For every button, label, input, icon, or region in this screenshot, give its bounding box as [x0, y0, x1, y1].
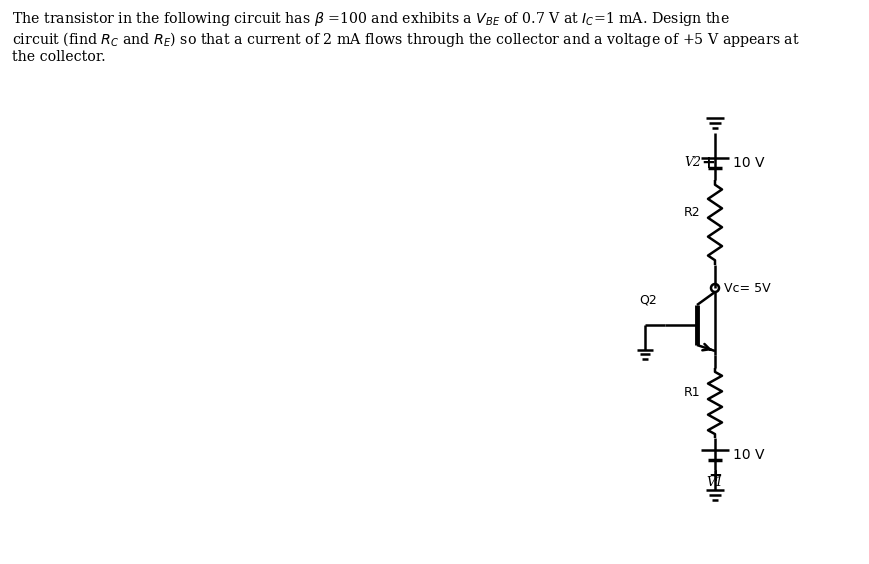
Text: The transistor in the following circuit has $\beta$ =100 and exhibits a $V_{BE}$: The transistor in the following circuit …	[12, 10, 729, 28]
Text: 10 V: 10 V	[733, 156, 764, 170]
Text: +: +	[707, 467, 721, 485]
Text: V1: V1	[706, 476, 723, 489]
Text: Vc= 5V: Vc= 5V	[723, 281, 770, 294]
Text: Q2: Q2	[639, 293, 656, 306]
Text: +: +	[700, 154, 714, 172]
Text: V2: V2	[683, 156, 700, 170]
Text: 10 V: 10 V	[733, 448, 764, 462]
Text: R2: R2	[682, 206, 700, 219]
Text: the collector.: the collector.	[12, 50, 106, 64]
Text: circuit (find $R_C$ and $R_E$) so that a current of 2 mA flows through the colle: circuit (find $R_C$ and $R_E$) so that a…	[12, 30, 799, 49]
Text: R1: R1	[682, 386, 700, 399]
